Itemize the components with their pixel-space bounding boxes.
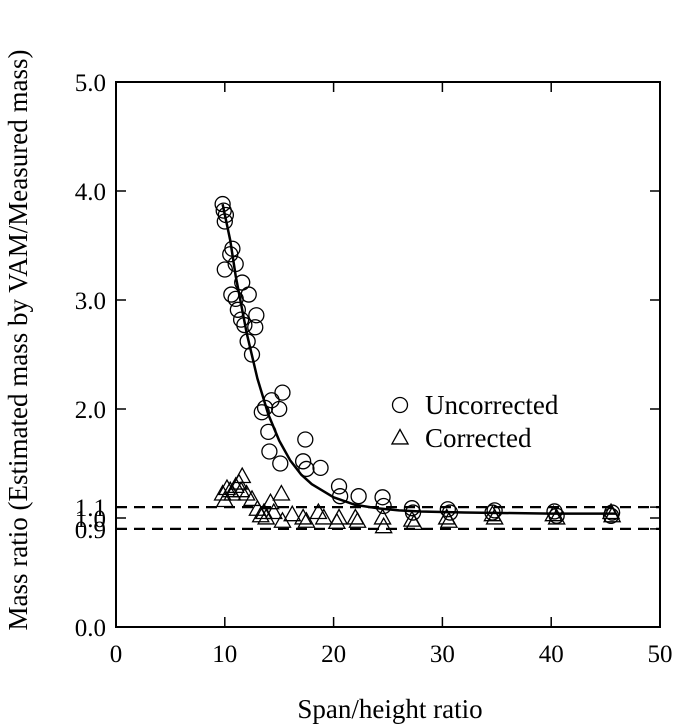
data-point-corrected: [293, 508, 313, 525]
data-point-uncorrected: [216, 213, 233, 230]
x-tick-label: 10: [212, 641, 237, 668]
series-uncorrected: [214, 195, 621, 524]
data-point-uncorrected: [217, 206, 235, 224]
data-point-corrected: [254, 502, 274, 520]
data-point-uncorrected: [223, 286, 240, 303]
data-point-uncorrected: [486, 502, 503, 519]
y-tick-label: 1.1: [75, 495, 106, 522]
data-point-uncorrected: [216, 261, 233, 278]
x-tick-label: 50: [648, 641, 673, 668]
data-point-uncorrected: [274, 384, 291, 401]
data-point-corrected: [242, 489, 262, 507]
data-point-corrected: [231, 480, 251, 498]
data-point-corrected: [329, 508, 349, 525]
data-point-uncorrected: [375, 497, 392, 515]
x-tick-label: 20: [321, 641, 346, 668]
x-axis-title: Span/height ratio: [297, 694, 482, 724]
data-point-corrected: [215, 490, 234, 508]
y-tick-label: 4.0: [75, 179, 106, 206]
data-point-uncorrected: [298, 460, 315, 478]
data-point-corrected: [485, 508, 504, 525]
data-point-corrected: [297, 511, 316, 528]
data-point-uncorrected: [294, 453, 312, 470]
data-point-corrected: [547, 508, 566, 525]
y-tick-label: 3.0: [75, 288, 106, 315]
data-point-uncorrected: [261, 443, 278, 460]
data-point-uncorrected: [350, 488, 367, 505]
data-point-uncorrected: [297, 431, 314, 448]
data-point-uncorrected: [331, 488, 349, 505]
legend-label-uncorrected: Uncorrected: [425, 390, 559, 420]
data-point-corrected: [544, 504, 563, 522]
data-point-uncorrected: [253, 404, 270, 421]
data-point-uncorrected: [214, 195, 231, 213]
data-point-corrected: [374, 516, 393, 534]
data-point-corrected: [348, 511, 367, 528]
data-point-corrected: [264, 502, 283, 520]
series-corrected: [213, 466, 622, 534]
data-point-corrected: [314, 508, 333, 525]
data-point-uncorrected: [330, 478, 348, 495]
plot-area-frame: [115, 81, 661, 628]
x-tick-label: 30: [430, 641, 455, 668]
data-point-uncorrected: [404, 504, 422, 521]
data-point-uncorrected: [227, 255, 244, 273]
x-tick-label: 0: [110, 641, 123, 668]
data-point-uncorrected: [441, 504, 459, 521]
y-tick-label: 5.0: [75, 70, 106, 97]
y-tick-label: 2.0: [75, 397, 106, 424]
data-point-corrected: [251, 505, 270, 523]
legend-marker-circle: [391, 396, 409, 414]
data-point-uncorrected: [312, 459, 329, 477]
data-point-uncorrected: [272, 455, 289, 472]
data-point-corrected: [602, 505, 622, 523]
data-point-uncorrected: [374, 489, 391, 506]
y-tick-label: 0.9: [75, 517, 106, 544]
data-point-uncorrected: [247, 319, 264, 336]
data-point-uncorrected: [232, 311, 250, 328]
data-point-corrected: [439, 511, 459, 528]
data-point-uncorrected: [248, 307, 265, 324]
data-point-corrected: [373, 508, 392, 525]
data-point-uncorrected: [240, 286, 257, 303]
legend-label-corrected: Corrected: [425, 423, 532, 453]
fit-curve: [221, 203, 617, 515]
data-point-uncorrected: [236, 316, 253, 334]
data-point-uncorrected: [243, 346, 261, 363]
data-point-uncorrected: [229, 301, 247, 318]
legend-marker-triangle: [390, 428, 410, 445]
data-point-corrected: [404, 513, 424, 531]
data-point-corrected: [272, 484, 291, 501]
x-tick-label: 40: [539, 641, 564, 668]
data-point-uncorrected: [260, 423, 277, 441]
y-axis-title: Mass ratio (Estimated mass by VAM/Measur…: [3, 50, 33, 631]
data-point-corrected: [273, 511, 292, 528]
data-point-corrected: [256, 508, 276, 525]
y-tick-label: 1.0: [75, 506, 106, 533]
data-point-uncorrected: [271, 400, 288, 418]
y-tick-label: 0.0: [75, 615, 106, 642]
data-point-corrected: [233, 466, 252, 484]
data-point-uncorrected: [224, 240, 241, 257]
data-point-corrected: [283, 504, 302, 522]
data-point-uncorrected: [439, 501, 456, 518]
